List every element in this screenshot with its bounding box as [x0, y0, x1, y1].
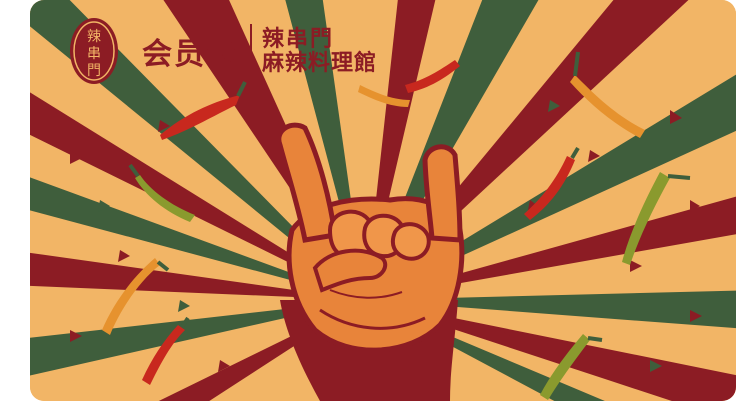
- chili-pepper-icon: [102, 51, 691, 400]
- brand-name: 辣串門 麻辣料理館: [262, 25, 378, 76]
- rock-hand-icon: [276, 122, 465, 401]
- sunburst-background: [30, 0, 736, 401]
- confetti-triangles: [70, 110, 702, 372]
- seal-logo-icon: 辣 串 門: [70, 18, 118, 84]
- membership-card: 辣 串 門 会员卡 辣串門 麻辣料理館: [30, 0, 736, 401]
- header-branding: 辣 串 門 会员卡 辣串門 麻辣料理館: [68, 14, 377, 88]
- card-title: 会员卡: [142, 37, 238, 72]
- brand-line-1: 辣串門: [262, 25, 335, 52]
- brand-line-2: 麻辣料理館: [262, 50, 378, 76]
- svg-text:串: 串: [87, 46, 101, 62]
- svg-text:門: 門: [87, 63, 101, 79]
- divider: [250, 24, 252, 78]
- svg-text:辣: 辣: [87, 29, 101, 45]
